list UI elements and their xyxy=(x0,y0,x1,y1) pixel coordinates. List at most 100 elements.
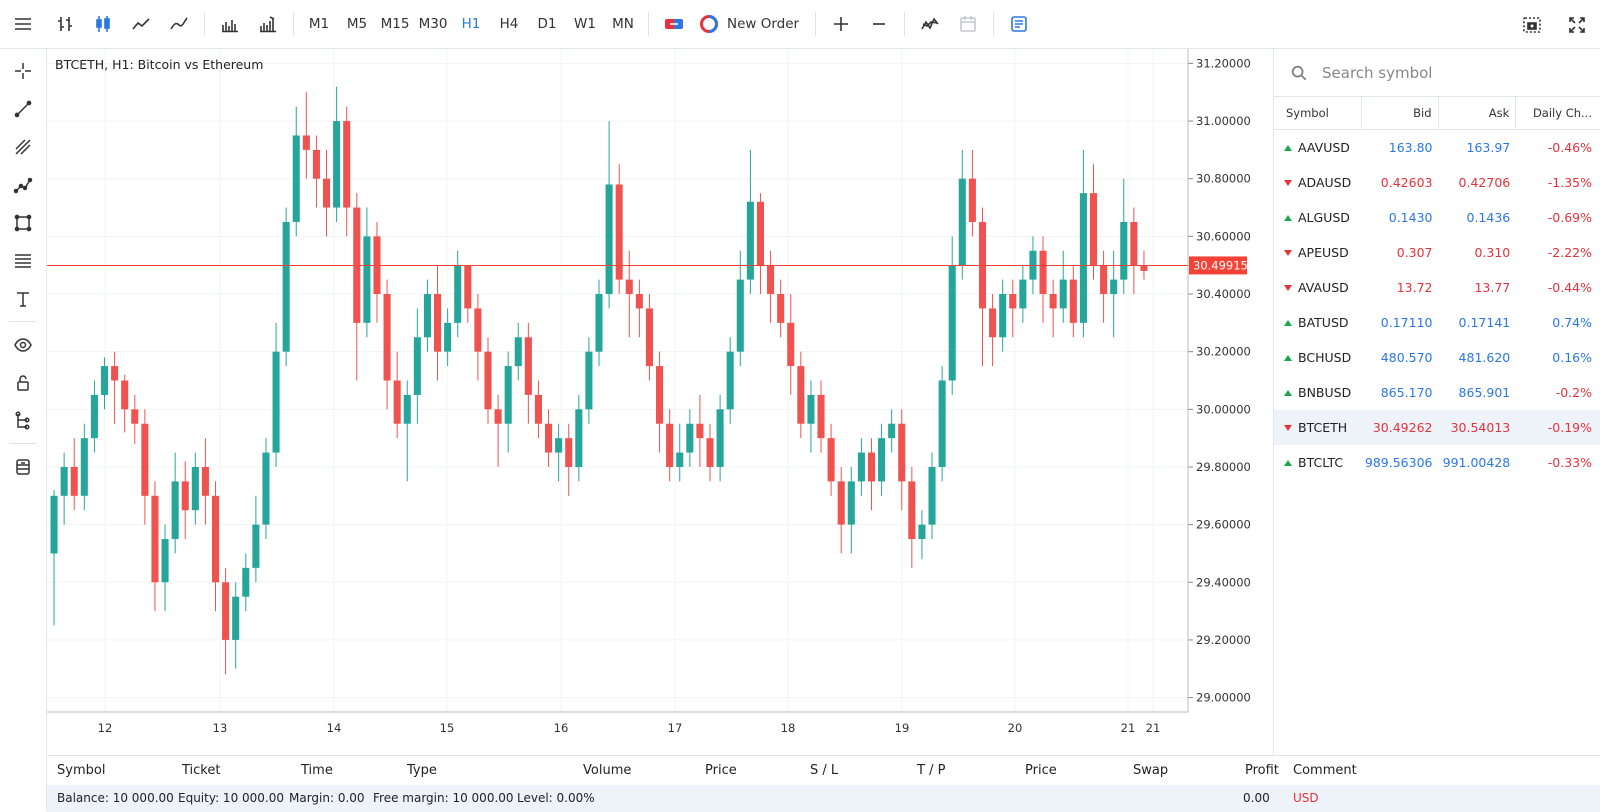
indicators-icon[interactable] xyxy=(911,0,949,49)
column-header-ask[interactable]: Ask xyxy=(1439,97,1517,130)
bid-price: 163.80 xyxy=(1388,140,1433,155)
y-tick-label: 31.20000 xyxy=(1196,56,1251,70)
volume-bars-icon[interactable] xyxy=(211,0,249,49)
one-click-trading-icon[interactable] xyxy=(655,0,693,49)
column-header-daily-change[interactable]: Daily Ch... xyxy=(1532,106,1592,120)
fibonacci-tool-icon[interactable] xyxy=(0,246,46,276)
column-comment[interactable]: Comment xyxy=(1293,763,1357,778)
daily-change: -0.44% xyxy=(1547,280,1592,295)
ask-price: 481.620 xyxy=(1458,350,1511,365)
bar-chart-type-icon[interactable] xyxy=(46,0,84,49)
daily-change: -0.46% xyxy=(1547,140,1592,155)
market-watch-row[interactable]: BNBUSD 865.170 865.901 -0.2% xyxy=(1274,375,1600,410)
symbol-cell: BNBUSD xyxy=(1274,385,1362,400)
column-profit[interactable]: Profit xyxy=(1245,763,1279,778)
text-tool-icon[interactable] xyxy=(0,284,46,314)
daily-change: -0.2% xyxy=(1555,385,1592,400)
timeframe-m15[interactable]: M15 xyxy=(380,16,410,32)
symbol-cell: AAVUSD xyxy=(1274,140,1362,155)
search-input[interactable] xyxy=(1322,63,1572,82)
object-tree-icon[interactable] xyxy=(0,406,46,436)
column-take-profit[interactable]: T / P xyxy=(917,763,946,778)
timeframe-w1[interactable]: W1 xyxy=(574,16,596,32)
volume-indicator-icon[interactable] xyxy=(249,0,287,49)
y-tick-label: 30.20000 xyxy=(1196,345,1251,359)
column-type[interactable]: Type xyxy=(407,763,437,778)
timeframe-d1[interactable]: D1 xyxy=(537,16,557,32)
timeframe-h1[interactable]: H1 xyxy=(461,16,481,32)
candle-body xyxy=(756,201,764,266)
y-tick-label: 31.00000 xyxy=(1196,114,1251,128)
candle-body xyxy=(787,322,795,367)
candlestick-chart[interactable]: 31.20000 31.00000 30.80000 30.60000 30.40000… xyxy=(47,49,1273,755)
x-tick-label: 20 xyxy=(1008,721,1023,735)
symbol-name: BTCETH xyxy=(1298,420,1348,435)
timeframe-mn[interactable]: MN xyxy=(612,16,634,32)
bid-price: 480.570 xyxy=(1380,350,1433,365)
candle-body xyxy=(282,221,290,352)
toolbar-divider xyxy=(204,12,205,36)
column-swap[interactable]: Swap xyxy=(1133,763,1169,778)
candle-body xyxy=(434,294,442,352)
candle-body xyxy=(645,308,653,367)
column-open-price[interactable]: Price xyxy=(705,763,737,778)
trend-line-icon[interactable] xyxy=(0,94,46,124)
ask-price: 0.1436 xyxy=(1466,210,1511,225)
calendar-icon[interactable] xyxy=(949,0,987,49)
market-watch-row[interactable]: AVAUSD 13.72 13.77 -0.44% xyxy=(1274,270,1600,305)
candle-body xyxy=(686,423,694,453)
candlestick-chart-type-icon[interactable] xyxy=(84,0,122,49)
ask-price: 163.97 xyxy=(1466,140,1511,155)
candle-body xyxy=(595,294,603,352)
candle-body xyxy=(1039,250,1047,295)
timeframe-h4[interactable]: H4 xyxy=(499,16,519,32)
delete-drawings-icon[interactable] xyxy=(0,452,46,482)
market-watch-row[interactable]: BCHUSD 480.570 481.620 0.16% xyxy=(1274,340,1600,375)
channel-tool-icon[interactable] xyxy=(0,132,46,162)
timeframe-m30[interactable]: M30 xyxy=(418,16,448,32)
column-ticket[interactable]: Ticket xyxy=(182,763,221,778)
market-watch-row[interactable]: BTCLTC 989.56306 991.00428 -0.33% xyxy=(1274,445,1600,480)
fullscreen-icon[interactable] xyxy=(1554,0,1600,49)
market-watch-row[interactable]: ADAUSD 0.42603 0.42706 -1.35% xyxy=(1274,165,1600,200)
column-symbol[interactable]: Symbol xyxy=(57,763,106,778)
timeframe-m5[interactable]: M5 xyxy=(346,16,368,32)
eye-icon[interactable] xyxy=(0,330,46,360)
menu-icon[interactable] xyxy=(0,0,46,49)
market-watch-row[interactable]: ALGUSD 0.1430 0.1436 -0.69% xyxy=(1274,200,1600,235)
column-volume[interactable]: Volume xyxy=(583,763,632,778)
candle-body xyxy=(827,438,835,482)
price-chart[interactable]: BTCETH, H1: Bitcoin vs Ethereum 31.20000… xyxy=(47,49,1273,755)
candle-body xyxy=(464,265,472,309)
candle-body xyxy=(555,438,563,453)
area-chart-type-icon[interactable] xyxy=(160,0,198,49)
column-header-symbol[interactable]: Symbol xyxy=(1274,97,1362,130)
search-icon xyxy=(1291,65,1307,80)
market-watch-row[interactable]: BATUSD 0.17110 0.17141 0.74% xyxy=(1274,305,1600,340)
market-watch-row[interactable]: APEUSD 0.307 0.310 -2.22% xyxy=(1274,235,1600,270)
shapes-tool-icon[interactable] xyxy=(0,208,46,238)
candle-body xyxy=(1049,294,1057,309)
market-watch-row[interactable]: BTCETH 30.49262 30.54013 -0.19% xyxy=(1274,410,1600,445)
candle-body xyxy=(211,495,220,583)
column-time[interactable]: Time xyxy=(301,763,333,778)
column-stop-loss[interactable]: S / L xyxy=(810,763,839,778)
journal-icon[interactable] xyxy=(1000,0,1038,49)
column-current-price[interactable]: Price xyxy=(1025,763,1057,778)
positions-header: Symbol Ticket Time Type Volume Price S /… xyxy=(47,756,1600,785)
symbol-name: ADAUSD xyxy=(1298,175,1352,190)
toolbar-divider xyxy=(904,12,906,36)
zoom-out-icon[interactable] xyxy=(860,0,898,49)
polyline-tool-icon[interactable] xyxy=(0,170,46,200)
daily-change: -0.33% xyxy=(1547,455,1592,470)
market-watch-row[interactable]: AAVUSD 163.80 163.97 -0.46% xyxy=(1274,130,1600,165)
column-header-bid[interactable]: Bid xyxy=(1362,97,1439,130)
timeframe-m1[interactable]: M1 xyxy=(308,16,330,32)
new-order-button[interactable]: New Order xyxy=(693,0,809,49)
symbol-name: BTCLTC xyxy=(1298,455,1344,470)
line-chart-type-icon[interactable] xyxy=(122,0,160,49)
zoom-in-icon[interactable] xyxy=(822,0,860,49)
crosshair-icon[interactable] xyxy=(0,56,46,86)
lock-icon[interactable] xyxy=(0,368,46,398)
screenshot-icon[interactable] xyxy=(1510,0,1554,49)
